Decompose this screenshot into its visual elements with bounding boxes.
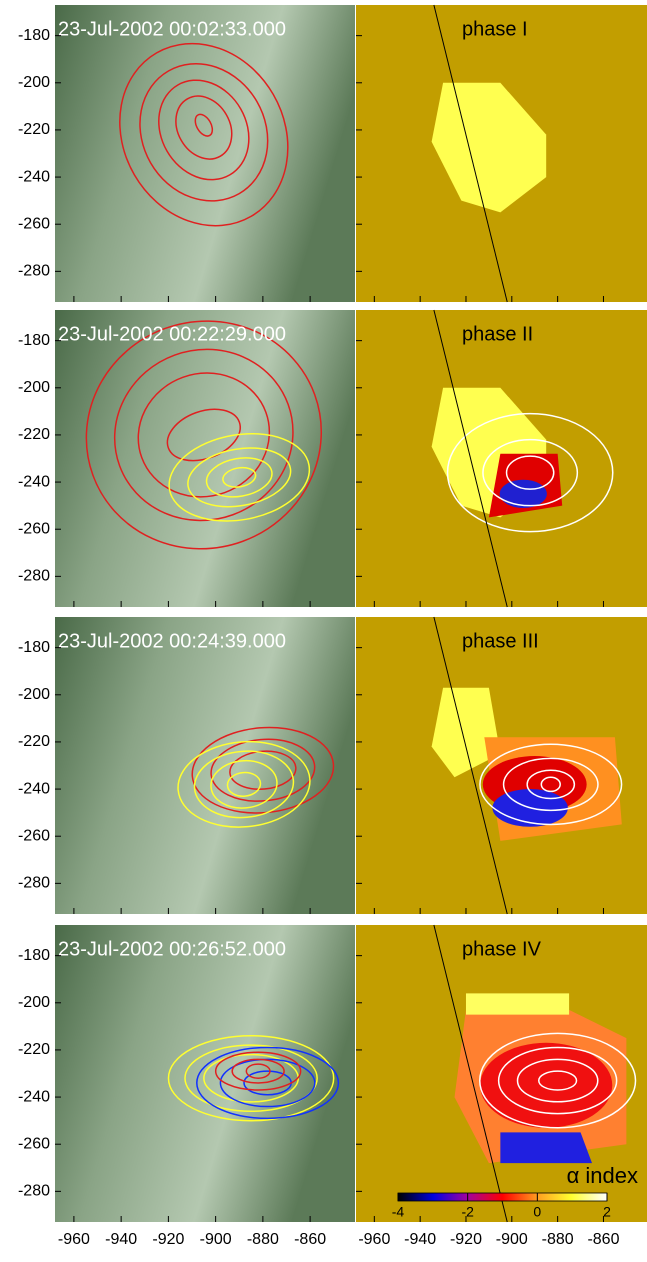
contour	[500, 480, 547, 508]
y-tick-label: -260	[18, 827, 50, 844]
figure: 23-Jul-2002 00:02:33.000 phase I -180 -200 -…	[0, 0, 647, 1257]
y-tick-label: -220	[18, 121, 50, 138]
blob	[466, 993, 569, 1014]
x-tick-label: -860	[294, 1231, 326, 1248]
y-tick-label: -180	[18, 332, 50, 349]
y-tick-label: -220	[18, 1041, 50, 1058]
phase-label: phase IV	[462, 938, 542, 960]
y-tick-label: -260	[18, 1135, 50, 1152]
x-tick-label: -900	[496, 1231, 528, 1248]
timestamp: 23-Jul-2002 00:26:52.000	[58, 938, 286, 960]
x-tick-label: -860	[587, 1231, 619, 1248]
x-tick-label: -920	[152, 1231, 184, 1248]
y-tick-label: -220	[18, 426, 50, 443]
y-tick-label: -280	[18, 263, 50, 280]
phase-label: phase III	[462, 630, 539, 652]
y-tick-label: -180	[18, 639, 50, 656]
x-tick-label: -880	[247, 1231, 279, 1248]
y-tick-label: -200	[18, 379, 50, 396]
x-tick-label: -900	[200, 1231, 232, 1248]
x-tick-label: -960	[358, 1231, 390, 1248]
y-tick-label: -240	[18, 1088, 50, 1105]
timestamp: 23-Jul-2002 00:24:39.000	[58, 630, 286, 652]
y-tick-label: -180	[18, 947, 50, 964]
y-tick-label: -280	[18, 568, 50, 585]
colorbar-tick-label: 0	[533, 1204, 541, 1220]
colorbar	[398, 1193, 607, 1201]
y-tick-label: -180	[18, 27, 50, 44]
colorbar-tick-label: -2	[461, 1204, 474, 1220]
phase-label: phase I	[462, 18, 528, 40]
x-tick-label: -940	[105, 1231, 137, 1248]
y-tick-label: -240	[18, 473, 50, 490]
phase-label: phase II	[462, 323, 533, 345]
x-tick-label: -880	[542, 1231, 574, 1248]
colorbar-label: α index	[567, 1163, 638, 1188]
y-tick-label: -200	[18, 994, 50, 1011]
y-tick-label: -200	[18, 74, 50, 91]
y-tick-label: -240	[18, 780, 50, 797]
y-tick-label: -260	[18, 215, 50, 232]
colorbar-tick-label: -4	[392, 1204, 405, 1220]
y-tick-label: -220	[18, 733, 50, 750]
x-tick-label: -940	[404, 1231, 436, 1248]
x-tick-label: -920	[450, 1231, 482, 1248]
y-tick-label: -260	[18, 520, 50, 537]
timestamp: 23-Jul-2002 00:02:33.000	[58, 18, 286, 40]
blob	[500, 1132, 592, 1163]
y-tick-label: -200	[18, 686, 50, 703]
colorbar-tick-label: 2	[603, 1204, 611, 1220]
y-tick-label: -280	[18, 1183, 50, 1200]
y-tick-label: -280	[18, 875, 50, 892]
image-panel	[55, 5, 355, 302]
y-tick-label: -240	[18, 168, 50, 185]
x-tick-label: -960	[58, 1231, 90, 1248]
timestamp: 23-Jul-2002 00:22:29.000	[58, 323, 286, 345]
